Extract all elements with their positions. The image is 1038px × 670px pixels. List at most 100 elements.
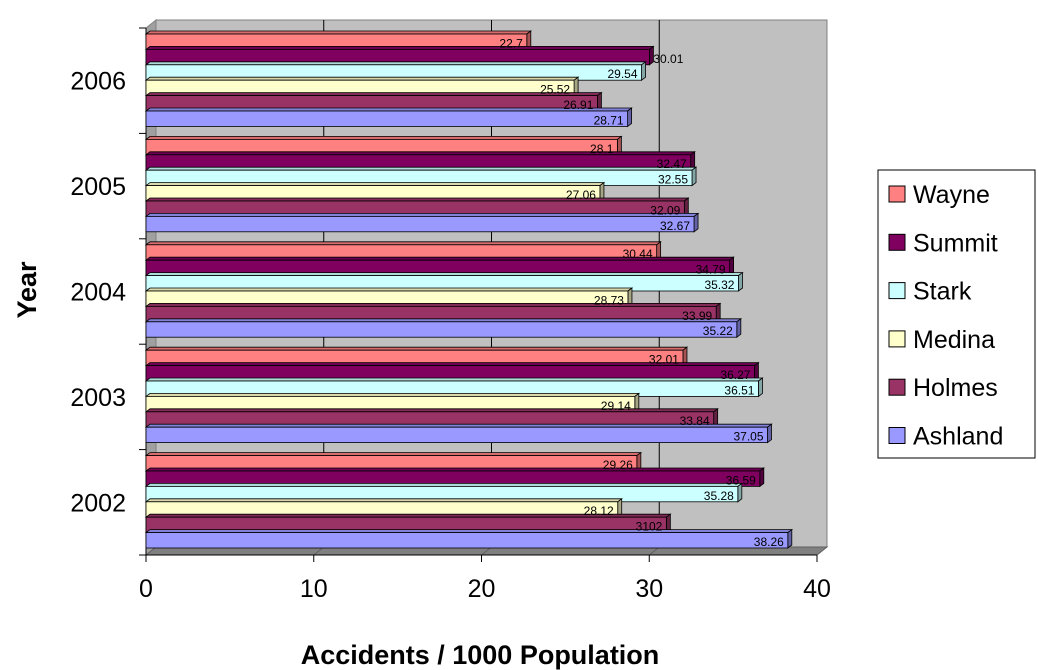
legend-swatch [888, 185, 906, 203]
bar-holmes-2002 [144, 513, 672, 534]
data-label-stark-2006: 29.54 [608, 67, 638, 81]
bar-stark-2005 [144, 166, 698, 187]
bar-top-face [144, 408, 719, 413]
legend-swatch [888, 427, 906, 444]
legend-box [877, 169, 1036, 459]
bar-ashland-2006 [144, 107, 633, 128]
bar-top-face [144, 529, 794, 533]
legend-label: Holmes [913, 374, 998, 402]
data-label-ashland-2006: 28.71 [594, 113, 624, 127]
data-label-wayne-2003: 32.01 [649, 353, 679, 367]
legend-label: Summit [913, 229, 998, 257]
data-label-ashland-2005: 32.67 [660, 219, 690, 233]
bar-top-face [144, 197, 690, 202]
legend-item-medina: Medina [888, 326, 995, 354]
bar-end-face [758, 377, 763, 398]
legend-label: Stark [913, 278, 972, 306]
bar-ashland-2005 [144, 212, 700, 233]
bar-wayne-2005 [144, 135, 623, 156]
data-label-wayne-2006: 22.7 [499, 36, 523, 50]
y-tick-label: 2002 [70, 489, 126, 517]
bar-top-face [144, 241, 662, 246]
bar-end-face [787, 528, 793, 549]
bar-stark-2006 [144, 60, 647, 81]
legend-label: Ashland [913, 423, 1003, 451]
data-label-holmes-2002: 3102 [636, 520, 663, 534]
data-label-summit-2004: 34.79 [696, 263, 726, 277]
bar-front-face [145, 215, 695, 233]
bar-end-face [693, 212, 699, 233]
bar-top-face [144, 467, 765, 472]
data-label-summit-2002: 36.59 [726, 473, 756, 487]
bar-front-face [145, 532, 789, 549]
bar-top-face [144, 302, 722, 307]
bar-front-face [145, 321, 738, 338]
bar-top-face [144, 423, 773, 428]
bar-top-face [144, 272, 744, 277]
bar-top-face [144, 318, 743, 323]
bar-top-face [144, 452, 643, 457]
data-label-medina-2004: 28.73 [594, 293, 624, 307]
legend-swatch [888, 330, 906, 348]
bar-end-face [691, 166, 697, 187]
data-label-holmes-2003: 33.84 [680, 414, 710, 428]
legend-swatch [888, 378, 906, 396]
bar-end-face [736, 317, 742, 339]
data-label-ashland-2003: 37.05 [733, 430, 763, 444]
bar-top-face [144, 76, 580, 81]
bar-holmes-2005 [144, 197, 690, 218]
data-label-medina-2002: 28.12 [584, 504, 614, 518]
bar-top-face [144, 166, 698, 171]
bar-top-face [144, 392, 641, 397]
bars [144, 30, 794, 549]
y-tick-label: 2005 [70, 173, 126, 201]
bar-ashland-2004 [144, 317, 743, 339]
bar-end-face [767, 423, 772, 444]
bar-top-face [144, 61, 647, 66]
legend-item-wayne: Wayne [888, 181, 990, 209]
data-labels: 29.2636.5935.2828.12310238.2632.0136.273… [499, 36, 784, 549]
bar-top-face [144, 346, 689, 351]
bar-stark-2004 [144, 271, 744, 292]
data-label-medina-2003: 29.14 [601, 399, 631, 413]
bar-medina-2005 [144, 181, 606, 202]
bar-summit-2005 [144, 151, 696, 171]
legend-swatch [888, 282, 906, 300]
tick-labels: 0 10 20 30 40 2002 2003 2004 2005 2006 [70, 68, 831, 603]
data-label-stark-2003: 36.51 [724, 383, 754, 397]
data-label-ashland-2004: 35.22 [703, 324, 733, 338]
data-label-ashland-2002: 38.26 [754, 535, 784, 549]
bar-top-face [144, 46, 655, 50]
data-label-stark-2005: 32.55 [658, 173, 688, 187]
bar-top-face [144, 92, 603, 96]
bar-medina-2003 [144, 392, 641, 413]
y-tick-label: 2006 [70, 68, 126, 96]
bar-wayne-2006 [144, 30, 532, 51]
data-label-holmes-2004: 33.99 [682, 309, 712, 323]
bar-holmes-2003 [144, 407, 719, 429]
legend-item-ashland: Ashland [888, 423, 1003, 451]
legend-item-summit: Summit [888, 229, 998, 257]
bar-ashland-2002 [144, 528, 794, 549]
x-tick-label: 10 [300, 575, 328, 603]
data-label-medina-2006: 25.52 [540, 83, 570, 97]
y-tick-label: 2004 [70, 279, 126, 307]
legend-swatch [888, 233, 906, 251]
bar-end-face [759, 467, 765, 488]
bar-top-face [144, 287, 634, 292]
bar-top-face [144, 30, 532, 35]
x-tick-label: 30 [635, 575, 663, 603]
x-tick-label: 40 [803, 575, 831, 603]
bar-top-face [144, 107, 633, 112]
bar-stark-2002 [144, 482, 744, 503]
y-tick-label: 2003 [70, 384, 126, 412]
bar-medina-2004 [144, 287, 634, 308]
data-label-stark-2004: 35.32 [704, 278, 734, 292]
y-axis-title: Year [12, 261, 42, 319]
bar-end-face [641, 60, 646, 81]
bar-ashland-2003 [144, 423, 773, 444]
data-label-summit-2005: 32.47 [657, 157, 687, 171]
data-label-wayne-2004: 30.44 [623, 247, 653, 261]
bar-stark-2003 [144, 377, 764, 398]
